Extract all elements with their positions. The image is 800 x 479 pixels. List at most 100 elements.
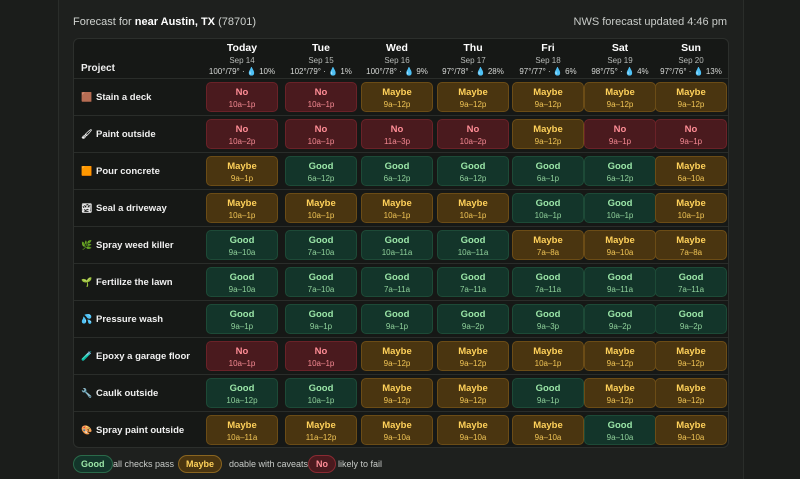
forecast-cell[interactable]: Maybe 10a–1p <box>437 193 509 223</box>
forecast-cell[interactable]: Good 7a–10a <box>285 267 357 297</box>
forecast-cell[interactable]: Good 9a–2p <box>437 304 509 334</box>
forecast-header: Forecast for near Austin, TX (78701) NWS… <box>73 13 727 31</box>
forecast-cell[interactable]: No 10a–2p <box>437 119 509 149</box>
forecast-cell[interactable]: Maybe 10a–1p <box>655 193 727 223</box>
forecast-cell[interactable]: Good 10a–1p <box>285 378 357 408</box>
cell-time-window: 9a–12p <box>606 396 634 405</box>
project-name: 🌿 Spray weed killer <box>81 227 174 264</box>
raindrop-icon: 💧 <box>404 67 415 76</box>
forecast-cell[interactable]: No 10a–1p <box>206 341 278 371</box>
forecast-cell[interactable]: No 9a–1p <box>655 119 727 149</box>
forecast-cell[interactable]: Maybe 9a–12p <box>437 82 509 112</box>
forecast-cell[interactable]: Maybe 11a–12p <box>285 415 357 445</box>
forecast-cell[interactable]: Maybe 9a–12p <box>655 341 727 371</box>
cell-time-window: 11a–12p <box>305 433 337 442</box>
forecast-cell[interactable]: Good 6a–12p <box>361 156 433 186</box>
forecast-cell[interactable]: Maybe 9a–12p <box>512 119 584 149</box>
cell-verdict: Good <box>460 272 486 283</box>
forecast-cell[interactable]: No 10a–2p <box>206 119 278 149</box>
cell-verdict: No <box>314 124 328 135</box>
cell-time-window: 9a–12p <box>459 396 487 405</box>
forecast-cell[interactable]: No 10a–1p <box>285 341 357 371</box>
forecast-cell[interactable]: Good 10a–11a <box>361 230 433 260</box>
project-icon: 🌱 <box>81 277 93 287</box>
forecast-cell[interactable]: Maybe 9a–1p <box>206 156 278 186</box>
forecast-cell[interactable]: Maybe 9a–10a <box>655 415 727 445</box>
forecast-cell[interactable]: Good 10a–11a <box>437 230 509 260</box>
cell-time-window: 9a–1p <box>608 137 632 146</box>
forecast-cell[interactable]: Maybe 10a–11a <box>206 415 278 445</box>
forecast-cell[interactable]: Good 6a–12p <box>437 156 509 186</box>
forecast-cell[interactable]: Maybe 9a–10a <box>437 415 509 445</box>
project-icon: 🖌 <box>81 129 93 139</box>
forecast-cell[interactable]: Good 7a–10a <box>285 230 357 260</box>
cell-time-window: 10a–1p <box>228 100 256 109</box>
forecast-cell[interactable]: Good 9a–1p <box>285 304 357 334</box>
forecast-cell[interactable]: Good 6a–1p <box>512 156 584 186</box>
forecast-cell[interactable]: Maybe 9a–12p <box>584 82 656 112</box>
forecast-cell[interactable]: Maybe 9a–12p <box>361 341 433 371</box>
project-row: 💦 Pressure wash Good 9a–1p Good 9a–1p Good 9a–1… <box>74 300 728 338</box>
cell-verdict: Maybe <box>533 87 563 98</box>
forecast-cell[interactable]: Good 9a–10a <box>206 267 278 297</box>
forecast-cell[interactable]: Good 9a–2p <box>584 304 656 334</box>
forecast-cell[interactable]: Good 9a–1p <box>361 304 433 334</box>
cell-time-window: 9a–1p <box>230 322 254 331</box>
forecast-cell[interactable]: Maybe 10a–1p <box>206 193 278 223</box>
forecast-cell[interactable]: Maybe 9a–12p <box>655 82 727 112</box>
forecast-cell[interactable]: Good 9a–11a <box>584 267 656 297</box>
cell-verdict: Maybe <box>676 235 706 246</box>
forecast-cell[interactable]: Good 7a–11a <box>361 267 433 297</box>
forecast-cell[interactable]: Maybe 10a–1p <box>285 193 357 223</box>
forecast-cell[interactable]: Maybe 9a–10a <box>512 415 584 445</box>
cell-verdict: Good <box>607 420 633 431</box>
forecast-cell[interactable]: Good 9a–3p <box>512 304 584 334</box>
cell-time-window: 6a–12p <box>606 174 634 183</box>
forecast-cell[interactable]: Maybe 10a–1p <box>512 341 584 371</box>
cell-time-window: 9a–10a <box>459 433 487 442</box>
forecast-cell[interactable]: Maybe 7a–8a <box>512 230 584 260</box>
forecast-cell[interactable]: Maybe 9a–12p <box>584 378 656 408</box>
cell-verdict: Good <box>308 272 334 283</box>
forecast-cell[interactable]: Maybe 9a–12p <box>437 341 509 371</box>
forecast-cell[interactable]: Maybe 9a–10a <box>361 415 433 445</box>
forecast-cell[interactable]: Good 7a–11a <box>512 267 584 297</box>
forecast-cell[interactable]: No 9a–1p <box>584 119 656 149</box>
forecast-cell[interactable]: Maybe 7a–8a <box>655 230 727 260</box>
forecast-cell[interactable]: Maybe 6a–10a <box>655 156 727 186</box>
cell-verdict: Maybe <box>458 383 488 394</box>
cell-time-window: 10a–1p <box>307 359 335 368</box>
forecast-cell[interactable]: Maybe 9a–12p <box>361 378 433 408</box>
forecast-cell[interactable]: Good 10a–1p <box>584 193 656 223</box>
forecast-cell[interactable]: Maybe 10a–1p <box>361 193 433 223</box>
legend-maybe-pill: Maybe <box>178 455 223 473</box>
project-name: 🟫 Stain a deck <box>81 79 151 116</box>
forecast-cell[interactable]: Good 10a–1p <box>512 193 584 223</box>
forecast-cell[interactable]: Maybe 9a–12p <box>437 378 509 408</box>
forecast-cell[interactable]: Good 9a–1p <box>206 304 278 334</box>
forecast-cell[interactable]: Maybe 9a–12p <box>512 82 584 112</box>
forecast-cell[interactable]: No 10a–1p <box>285 119 357 149</box>
forecast-cell[interactable]: Maybe 9a–12p <box>584 341 656 371</box>
forecast-cell[interactable]: Good 6a–12p <box>285 156 357 186</box>
forecast-cell[interactable]: No 10a–1p <box>206 82 278 112</box>
forecast-cell[interactable]: No 10a–1p <box>285 82 357 112</box>
day-header: Fri Sep 18 97°/77° · 💧 6% <box>509 41 587 77</box>
project-name: 💦 Pressure wash <box>81 301 163 338</box>
forecast-cell[interactable]: Good 7a–11a <box>437 267 509 297</box>
forecast-cell[interactable]: Maybe 9a–12p <box>361 82 433 112</box>
cell-verdict: No <box>390 124 404 135</box>
project-column-header: Project <box>81 63 115 74</box>
forecast-cell[interactable]: Good 6a–12p <box>584 156 656 186</box>
forecast-cell[interactable]: No 11a–3p <box>361 119 433 149</box>
forecast-cell[interactable]: Maybe 9a–12p <box>655 378 727 408</box>
forecast-cell[interactable]: Good 9a–10a <box>206 230 278 260</box>
forecast-cell[interactable]: Good 9a–2p <box>655 304 727 334</box>
forecast-cell[interactable]: Good 9a–1p <box>512 378 584 408</box>
forecast-cell[interactable]: Good 7a–11a <box>655 267 727 297</box>
cell-verdict: No <box>684 124 698 135</box>
forecast-cell[interactable]: Maybe 9a–10a <box>584 230 656 260</box>
cell-time-window: 10a–1p <box>677 211 705 220</box>
forecast-cell[interactable]: Good 9a–10a <box>584 415 656 445</box>
forecast-cell[interactable]: Good 10a–12p <box>206 378 278 408</box>
